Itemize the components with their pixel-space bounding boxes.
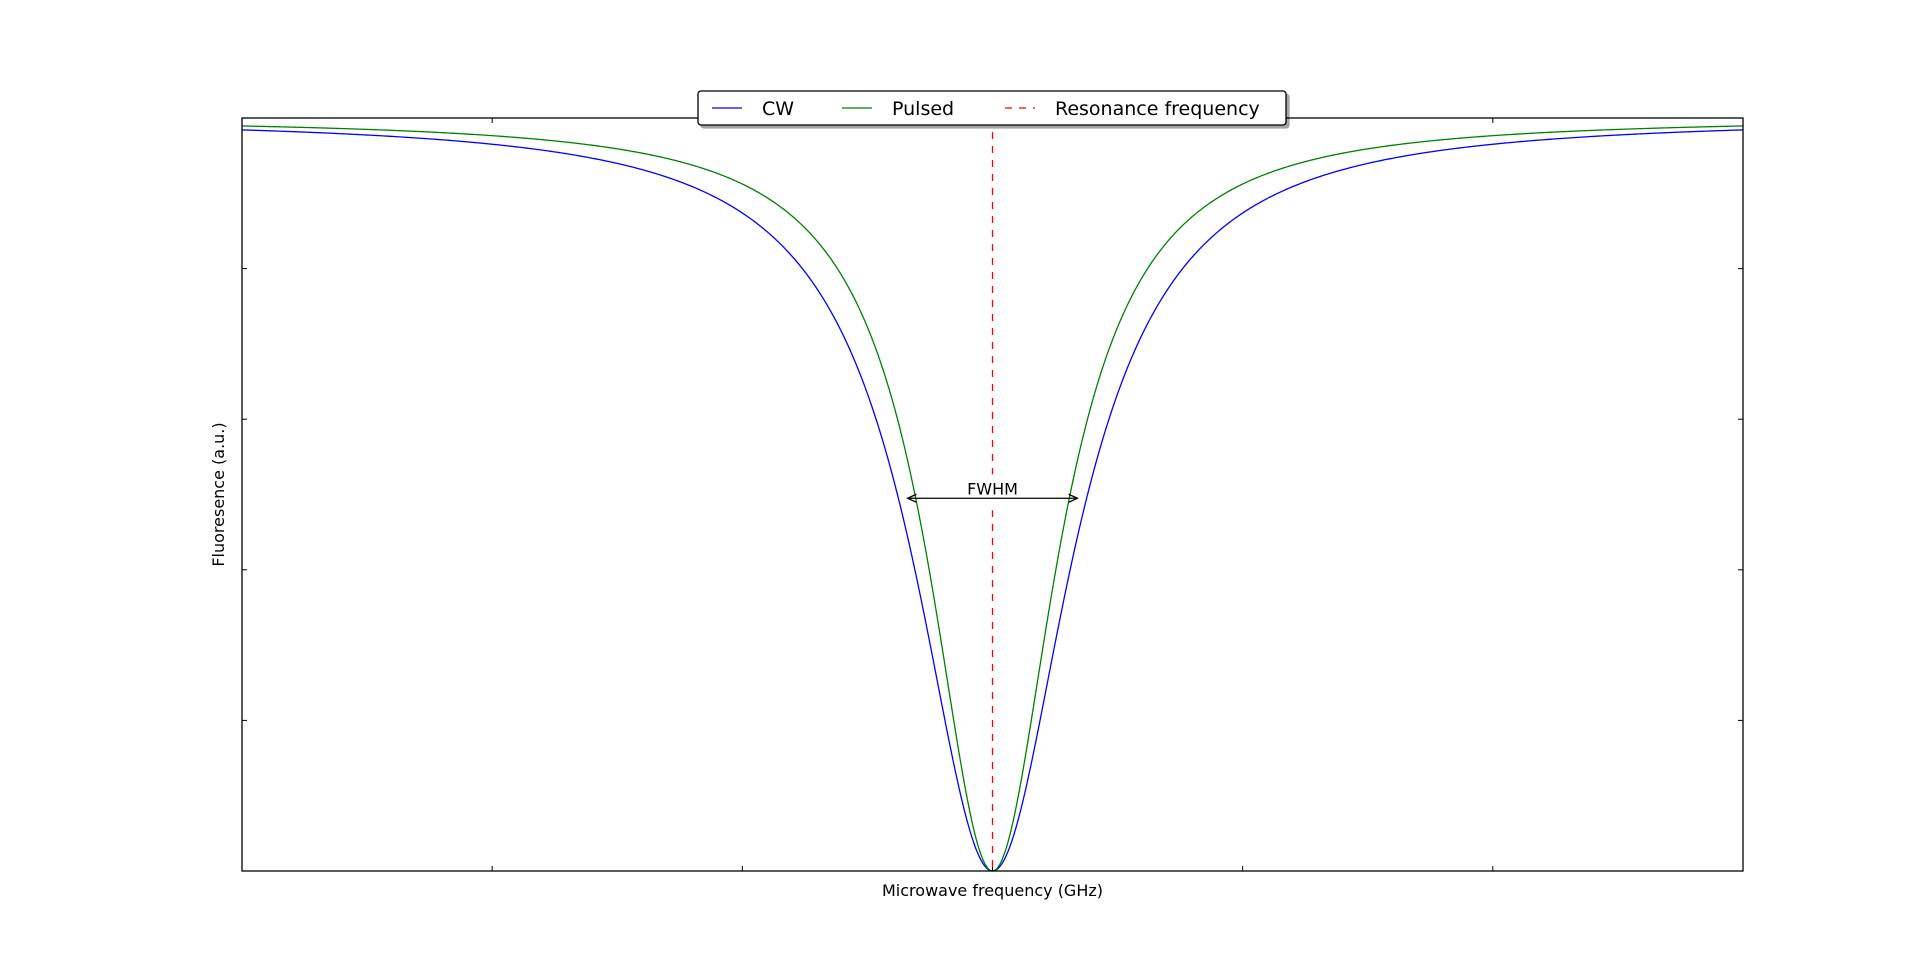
- legend-box: [697, 90, 1287, 126]
- x-axis-label: Microwave frequency (GHz): [882, 881, 1103, 900]
- legend-label-cw: CW: [762, 98, 794, 120]
- legend-label-resonance-frequency: Resonance frequency: [1055, 98, 1260, 120]
- y-axis-label: Fluoresence (a.u.): [209, 422, 228, 566]
- legend-label-pulsed: Pulsed: [892, 98, 954, 120]
- legend: CW Pulsed Resonance frequency: [697, 90, 1287, 126]
- fwhm-label-background: [962, 474, 1023, 511]
- fwhm-annotation-label: FWHM: [967, 479, 1018, 498]
